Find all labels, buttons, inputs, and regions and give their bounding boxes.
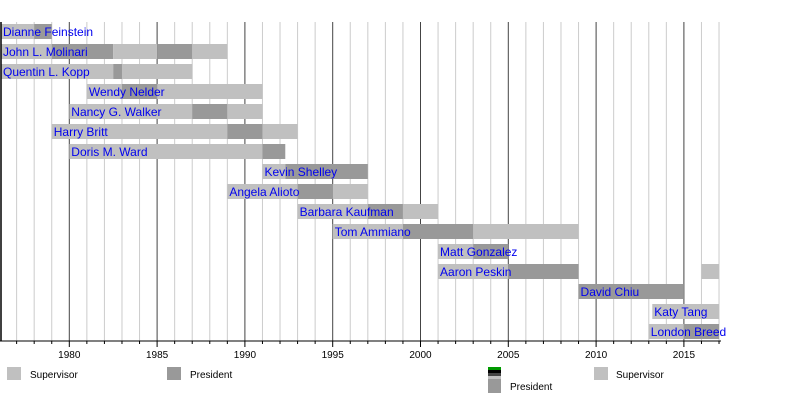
bar-president bbox=[113, 64, 122, 79]
row-label: Quentin L. Kopp bbox=[3, 65, 90, 79]
tick-label: 2015 bbox=[673, 350, 696, 361]
bar-supervisor bbox=[1, 24, 35, 39]
bar-president bbox=[227, 124, 263, 139]
tick-label: 1995 bbox=[322, 350, 345, 361]
bar-supervisor bbox=[473, 224, 579, 239]
row-label: Matt Gonzalez bbox=[440, 245, 517, 259]
bar-president bbox=[157, 44, 193, 59]
bar-president bbox=[34, 24, 52, 39]
bar-president bbox=[578, 284, 684, 299]
bar-supervisor bbox=[438, 244, 474, 259]
bar-supervisor bbox=[701, 264, 720, 279]
row-label: David Chiu bbox=[581, 285, 640, 299]
bar-supervisor bbox=[1, 64, 114, 79]
bar-president bbox=[297, 184, 333, 199]
tick-label: 1990 bbox=[234, 350, 257, 361]
legend-label: Supervisor bbox=[30, 370, 78, 381]
bar-supervisor bbox=[69, 104, 193, 119]
bar-supervisor bbox=[121, 64, 193, 79]
bar-president bbox=[121, 84, 158, 99]
bar-supervisor bbox=[192, 44, 228, 59]
legend-swatch-supervisor bbox=[7, 367, 21, 380]
bar-president bbox=[402, 224, 474, 239]
bars bbox=[1, 24, 720, 339]
legend-label: President bbox=[510, 382, 552, 393]
bar-supervisor bbox=[297, 204, 368, 219]
bar-supervisor bbox=[262, 124, 298, 139]
bar-supervisor bbox=[113, 44, 158, 59]
row-label: Harry Britt bbox=[54, 125, 109, 139]
row-label: Barbara Kaufman bbox=[300, 205, 394, 219]
bar-president bbox=[367, 204, 403, 219]
bar-president bbox=[262, 144, 286, 159]
bar-supervisor bbox=[648, 324, 684, 339]
bar-president bbox=[192, 104, 228, 119]
bar-supervisor bbox=[157, 84, 263, 99]
legend-label: President bbox=[190, 370, 232, 381]
bar-president bbox=[473, 244, 509, 259]
legend-stack-strip bbox=[488, 373, 501, 376]
bar-supervisor bbox=[69, 144, 263, 159]
row-labels: Dianne Feinstein John L. Molinari Quentin … bbox=[3, 25, 726, 339]
row-label: Aaron Peskin bbox=[440, 265, 511, 279]
bar-supervisor bbox=[86, 84, 122, 99]
row-label: Tom Ammiano bbox=[335, 225, 411, 239]
bar-president bbox=[51, 44, 114, 59]
row-label: Nancy G. Walker bbox=[71, 105, 161, 119]
row-label: John L. Molinari bbox=[3, 45, 88, 59]
row-label: Doris M. Ward bbox=[71, 145, 147, 159]
row-label: Dianne Feinstein bbox=[3, 25, 93, 39]
x-axis: 1980 1985 1990 1995 2000 2005 2010 2015 bbox=[0, 22, 721, 361]
legend-stack-strip bbox=[488, 376, 501, 379]
legend-stack-strip bbox=[488, 370, 501, 373]
bar-supervisor bbox=[652, 304, 720, 319]
legend: Supervisor President President Supervisor bbox=[7, 367, 664, 393]
bar-supervisor bbox=[332, 184, 368, 199]
legend-label: Supervisor bbox=[616, 370, 664, 381]
bar-supervisor bbox=[332, 224, 403, 239]
bar-supervisor bbox=[227, 184, 298, 199]
legend-swatch-supervisor bbox=[594, 367, 608, 380]
bar-supervisor bbox=[402, 204, 439, 219]
tick-label: 2000 bbox=[409, 350, 432, 361]
bar-supervisor bbox=[438, 264, 509, 279]
bar-supervisor bbox=[262, 164, 286, 179]
bar-president bbox=[683, 324, 720, 339]
bar-supervisor bbox=[51, 124, 228, 139]
tick-label: 1980 bbox=[58, 350, 81, 361]
bar-president bbox=[285, 164, 368, 179]
legend-swatch-president bbox=[488, 379, 501, 393]
row-label: London Breed bbox=[651, 325, 726, 339]
row-label: Kevin Shelley bbox=[264, 165, 337, 179]
bar-supervisor bbox=[1, 44, 52, 59]
bar-president bbox=[508, 264, 579, 279]
row-label: Katy Tang bbox=[654, 305, 707, 319]
row-label: Wendy Nelder bbox=[89, 85, 165, 99]
tick-label: 1985 bbox=[146, 350, 169, 361]
legend-swatch-president bbox=[167, 367, 181, 380]
bar-supervisor bbox=[227, 104, 263, 119]
tick-label: 2010 bbox=[585, 350, 608, 361]
row-label: Angela Alioto bbox=[229, 185, 299, 199]
tick-label: 2005 bbox=[497, 350, 520, 361]
legend-stack-strip bbox=[488, 367, 501, 370]
